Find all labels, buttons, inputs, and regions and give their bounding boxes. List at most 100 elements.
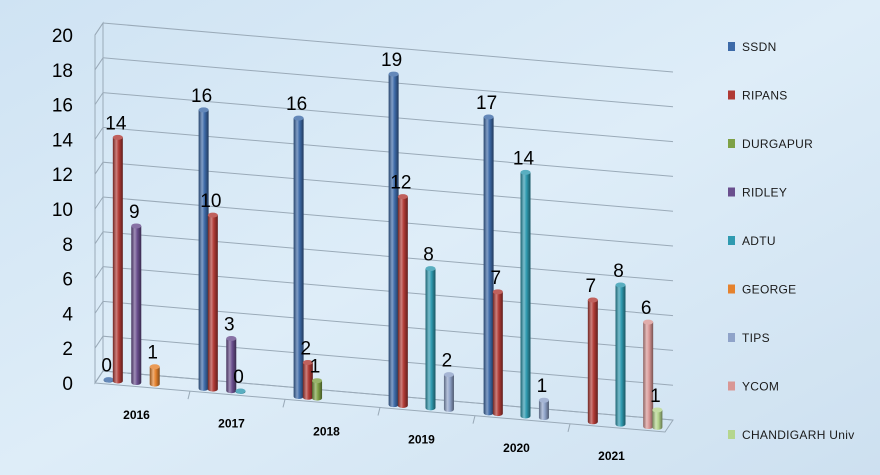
legend-label: TIPS (742, 331, 770, 345)
bar (103, 377, 114, 383)
bar (643, 319, 654, 430)
y-tick-label: 16 (52, 96, 73, 117)
legend-label: SSDN (742, 40, 777, 54)
bar (293, 115, 304, 400)
bar (615, 282, 626, 427)
data-label: 6 (641, 298, 652, 319)
data-label: 16 (286, 94, 307, 115)
bar (520, 169, 531, 419)
bar (388, 71, 399, 408)
legend-swatch (728, 333, 735, 342)
data-label: 14 (513, 148, 535, 169)
legend-item: TIPS (728, 331, 770, 345)
legend-item: RIDLEY (728, 186, 787, 200)
x-tick-label: 2020 (503, 441, 530, 455)
legend-label: ADTU (742, 234, 776, 248)
legend-label: GEORGE (742, 283, 796, 297)
bar (425, 266, 436, 411)
category-divider (472, 415, 476, 424)
data-label: 1 (537, 376, 548, 397)
data-label: 16 (191, 86, 212, 107)
data-label: 1 (650, 386, 661, 407)
y-tick-label: 14 (52, 130, 74, 151)
bar (483, 114, 494, 416)
bar (312, 378, 323, 401)
category-divider (282, 399, 286, 408)
category-divider (377, 407, 381, 416)
data-label: 14 (105, 113, 127, 134)
legend-label: RIDLEY (742, 186, 787, 200)
bar (538, 397, 549, 421)
legend-swatch (728, 90, 735, 100)
data-label: 9 (129, 202, 140, 223)
legend-item: ADTU (728, 234, 776, 248)
legend-item: SSDN (728, 40, 777, 54)
legend-swatch (728, 430, 735, 439)
x-tick-label: 2021 (598, 449, 625, 463)
legend-item: GEORGE (728, 283, 796, 297)
legend-swatch (728, 284, 735, 294)
data-label: 0 (101, 356, 112, 377)
legend-item: RIPANS (728, 89, 788, 103)
y-tick-label: 18 (52, 61, 73, 82)
y-tick-label: 6 (62, 270, 73, 291)
data-label: 7 (586, 276, 597, 297)
bar (587, 297, 598, 425)
data-label: 2 (301, 338, 312, 359)
y-tick-label: 4 (62, 304, 73, 325)
bar (207, 212, 218, 392)
gridlines (94, 21, 674, 433)
data-label: 3 (224, 315, 235, 336)
legend: SSDN RIPANS DURGAPUR RIDLEY ADTU GEORGE TIPS YC… (728, 40, 855, 442)
data-label: 19 (381, 50, 402, 71)
bar (131, 223, 142, 386)
x-tick-label: 2016 (123, 408, 150, 422)
data-label: 0 (233, 367, 244, 388)
bar (226, 336, 237, 394)
legend-item: YCOM (728, 380, 779, 394)
legend-swatch (728, 42, 735, 51)
legend-label: DURGAPUR (742, 137, 813, 151)
y-tick-label: 2 (62, 339, 73, 360)
data-label: 1 (147, 343, 158, 364)
legend-swatch (728, 236, 735, 245)
legend-label: RIPANS (742, 89, 788, 103)
bars (103, 71, 663, 430)
legend-swatch (728, 381, 735, 391)
data-label: 12 (390, 173, 411, 194)
legend-item: DURGAPUR (728, 137, 813, 151)
bar (302, 359, 313, 400)
legend-item: CHANDIGARH Univ (728, 428, 855, 442)
bar (397, 194, 408, 408)
bar (112, 134, 123, 384)
legend-label: YCOM (742, 380, 779, 394)
y-tick-label: 8 (62, 235, 73, 256)
bar (652, 407, 663, 430)
bar (149, 364, 160, 387)
data-label: 7 (491, 268, 502, 289)
x-tick-label: 2019 (408, 433, 435, 447)
category-divider (567, 423, 571, 432)
legend-label: CHANDIGARH Univ (742, 428, 855, 442)
legend-swatch (728, 187, 735, 197)
bar (492, 289, 503, 417)
bar (235, 388, 246, 395)
data-label: 1 (310, 357, 321, 378)
bar (198, 107, 209, 391)
data-label: 2 (442, 351, 453, 372)
legend-swatch (728, 139, 735, 148)
y-tick-label: 12 (52, 165, 73, 186)
y-tick-label: 0 (62, 374, 73, 395)
x-tick-label: 2017 (218, 416, 245, 430)
y-tick-label: 10 (52, 200, 73, 221)
data-label: 17 (476, 93, 497, 114)
y-tick-label: 20 (52, 26, 73, 47)
data-label: 10 (200, 191, 221, 212)
bar (443, 372, 454, 412)
x-tick-label: 2018 (313, 424, 340, 438)
data-label: 8 (423, 245, 434, 266)
category-divider (187, 391, 191, 400)
